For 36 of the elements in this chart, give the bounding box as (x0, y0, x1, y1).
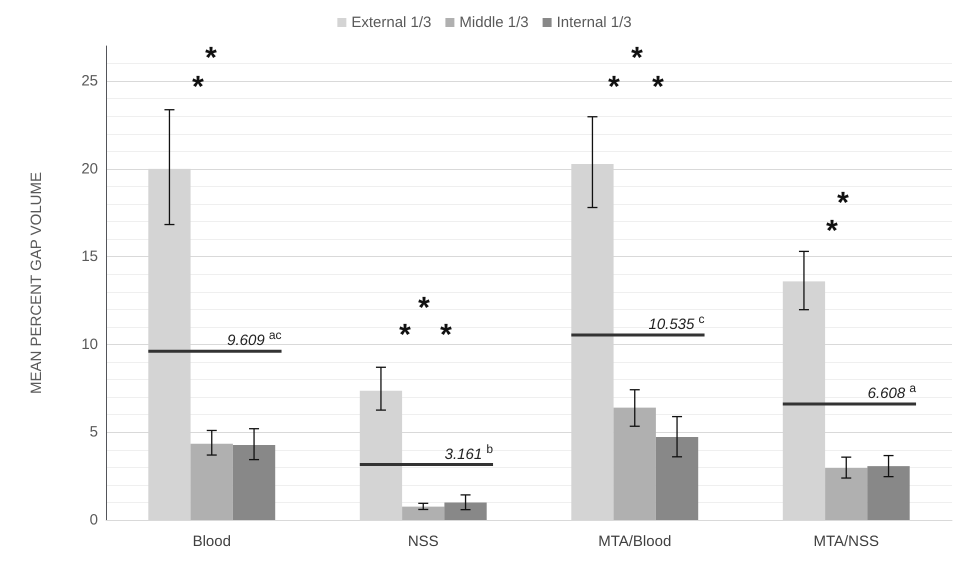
ref-line-label: 10.535 $^{c}$ (648, 311, 705, 334)
annotation: * (440, 318, 452, 352)
bar (867, 466, 910, 520)
bar (656, 436, 698, 520)
y-tick-label: 0 (90, 512, 98, 528)
y-tick-label: 25 (81, 72, 98, 90)
ref-line-label: 3.161 $^{b}$ (444, 440, 494, 462)
annotation: * (826, 214, 838, 248)
x-tick-label: MTA/NSS (813, 533, 880, 550)
bar (232, 445, 276, 520)
x-tick-label: MTA/Blood (598, 533, 672, 550)
annotation: * (399, 318, 412, 352)
ref-line-label: 9.609 $^{ac}$ (227, 327, 282, 350)
bar (614, 408, 656, 520)
bar (190, 444, 233, 520)
bar (444, 502, 487, 520)
y-tick-label: 5 (90, 424, 98, 441)
annotation: * (418, 292, 430, 324)
annotation: * (608, 70, 620, 104)
y-tick-label: 15 (81, 248, 98, 266)
y-axis-title: MEAN PERCENT GAP VOLUME (28, 172, 45, 394)
annotation: * (652, 70, 664, 104)
y-tick-label: 20 (81, 160, 98, 178)
annotation: * (837, 186, 850, 220)
annotation: * (631, 42, 644, 74)
x-tick-label: NSS (408, 533, 439, 550)
y-tick-label: 10 (81, 336, 98, 353)
legend-label: External 1/3 (351, 14, 432, 31)
legend-label: Internal 1/3 (556, 14, 632, 31)
legend-label: Middle 1/3 (459, 14, 529, 31)
bar (402, 506, 444, 520)
annotation: * (192, 70, 204, 104)
x-tick-label: Blood (192, 533, 231, 550)
bar (825, 468, 868, 520)
annotation: * (205, 42, 218, 74)
ref-line-label: 6.608 $^{a}$ (868, 380, 916, 402)
